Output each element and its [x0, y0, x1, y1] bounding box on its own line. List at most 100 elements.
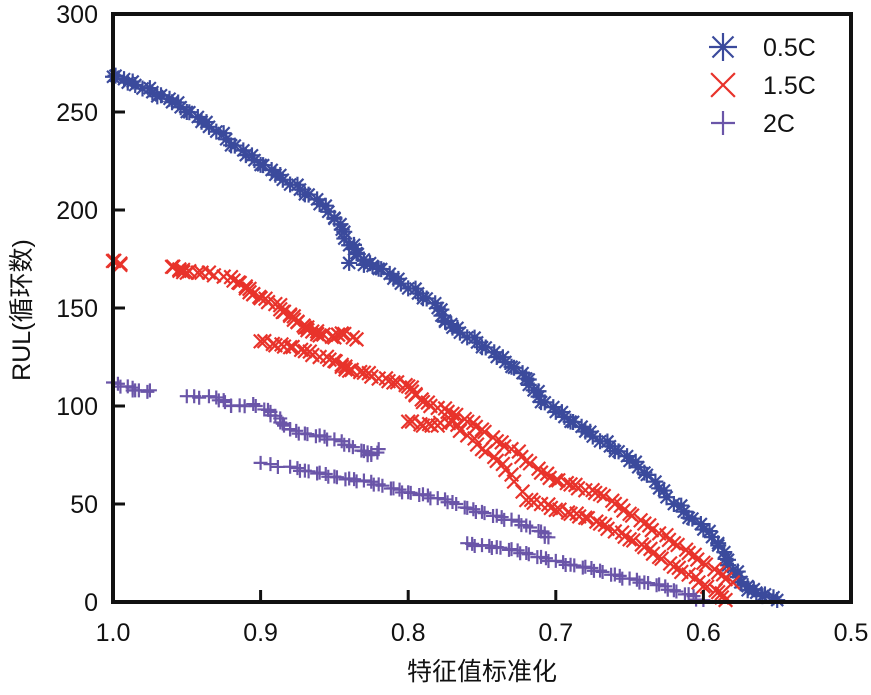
data-point: [466, 329, 483, 346]
data-point: [312, 327, 328, 344]
data-point: [317, 197, 334, 214]
data-point: [684, 510, 701, 527]
data-point: [477, 506, 492, 521]
data-point: [612, 568, 627, 583]
data-point: [451, 324, 468, 341]
legend-marker-asterisk-icon: [709, 33, 737, 61]
data-point: [334, 434, 349, 449]
data-point: [241, 284, 258, 300]
data-point: [327, 432, 342, 447]
series-1.5C: [105, 253, 741, 608]
data-point: [482, 538, 497, 553]
data-point: [389, 374, 405, 390]
x-tick-label: 0.7: [538, 619, 573, 647]
data-marks: [105, 67, 786, 609]
data-point: [283, 459, 298, 474]
data-point: [493, 540, 508, 555]
data-point: [356, 473, 371, 488]
data-point: [638, 466, 655, 483]
data-point: [578, 559, 593, 574]
data-point: [716, 544, 733, 561]
data-point: [548, 472, 564, 489]
data-point: [198, 114, 215, 131]
data-point: [300, 427, 315, 442]
data-point: [289, 423, 304, 438]
data-point: [592, 516, 608, 532]
data-point: [670, 537, 686, 553]
data-point: [246, 397, 261, 412]
data-point: [551, 502, 568, 518]
data-point: [452, 423, 468, 439]
data-point: [345, 329, 361, 345]
data-point: [698, 556, 714, 573]
data-point: [477, 339, 494, 356]
data-point: [580, 510, 596, 526]
data-point: [656, 482, 673, 499]
data-point: [112, 257, 128, 273]
data-point: [330, 327, 346, 343]
data-point: [476, 424, 493, 440]
data-point: [641, 576, 656, 591]
data-point: [226, 137, 243, 154]
data-point: [429, 300, 446, 316]
data-point: [550, 472, 566, 488]
data-point: [669, 584, 684, 599]
y-tick-label: 150: [56, 295, 98, 323]
data-point: [582, 423, 599, 440]
data-point: [504, 542, 519, 557]
data-point: [715, 566, 731, 582]
data-point: [404, 413, 420, 430]
y-tick-label: 100: [56, 393, 98, 421]
data-point: [344, 362, 360, 378]
data-point: [300, 186, 317, 203]
data-point: [695, 578, 711, 594]
x-tick-label: 1.0: [96, 619, 131, 647]
data-point: [658, 579, 673, 594]
data-point: [647, 473, 664, 490]
data-point: [556, 555, 571, 570]
data-point: [235, 142, 252, 159]
data-point: [297, 343, 313, 359]
y-tick-label: 250: [56, 99, 98, 127]
y-tick-label: 0: [84, 589, 98, 617]
data-point: [449, 497, 464, 511]
data-point: [438, 492, 453, 507]
data-point: [577, 510, 593, 526]
legend-marker-plus-icon: [711, 111, 735, 135]
data-point: [625, 532, 641, 548]
data-point: [317, 429, 332, 444]
data-point: [140, 384, 155, 399]
data-point: [253, 290, 269, 306]
data-point: [599, 433, 616, 450]
legend-item: 0.5C: [709, 33, 816, 62]
data-point: [538, 551, 553, 566]
data-point: [666, 559, 682, 575]
data-point: [545, 399, 562, 416]
data-point: [309, 191, 326, 208]
data-point: [318, 466, 333, 481]
data-point: [756, 586, 773, 603]
data-point: [673, 497, 690, 514]
data-point: [355, 256, 372, 273]
data-point: [494, 434, 510, 450]
data-point: [371, 442, 386, 457]
data-point: [201, 118, 217, 135]
data-point: [334, 325, 350, 342]
data-point: [347, 472, 362, 487]
data-point: [337, 361, 354, 377]
data-point: [370, 445, 385, 460]
data-point: [658, 489, 675, 506]
data-point: [622, 531, 638, 547]
data-point: [610, 443, 627, 460]
data-point: [506, 359, 523, 376]
x-tick-label: 0.9: [243, 619, 278, 647]
data-point: [373, 261, 390, 278]
x-tick-label: 0.5: [834, 619, 869, 647]
data-point: [443, 316, 460, 333]
data-point: [733, 574, 750, 591]
data-point: [514, 365, 531, 382]
y-tick-label: 200: [56, 197, 98, 225]
data-point: [548, 553, 563, 568]
data-point: [651, 480, 668, 497]
data-point: [386, 481, 401, 496]
